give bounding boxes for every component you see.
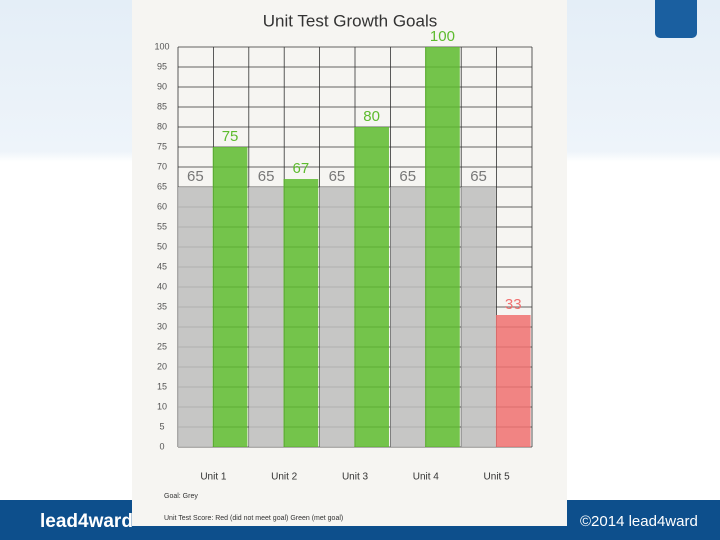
y-tick-label: 100 (154, 41, 169, 51)
y-tick-label: 50 (157, 241, 167, 251)
y-tick-label: 5 (159, 421, 164, 431)
y-tick-label: 70 (157, 161, 167, 171)
bar (283, 179, 319, 447)
legend-entry: Goal: Grey (164, 493, 198, 500)
bar (461, 187, 496, 447)
y-tick-label: 95 (157, 61, 167, 71)
y-tick-label: 15 (157, 381, 167, 391)
bar (319, 187, 355, 447)
y-tick-label: 20 (157, 361, 167, 371)
data-label: 65 (329, 168, 346, 185)
data-label: 65 (258, 168, 275, 185)
x-tick-label: Unit 3 (342, 472, 369, 483)
data-label: 65 (470, 168, 487, 185)
y-tick-label: 10 (157, 401, 167, 411)
data-label: 80 (363, 108, 380, 125)
data-label: 100 (430, 28, 455, 45)
data-label: 75 (222, 128, 239, 145)
chart-title: Unit Test Growth Goals (263, 11, 437, 30)
y-tick-label: 65 (157, 181, 167, 191)
bar (425, 47, 460, 447)
y-tick-label: 90 (157, 81, 167, 91)
x-tick-label: Unit 4 (413, 472, 440, 483)
bar (495, 315, 531, 447)
y-tick-label: 30 (157, 321, 167, 331)
x-tick-label: Unit 2 (271, 472, 298, 483)
y-tick-label: 55 (157, 221, 167, 231)
y-tick-label: 35 (157, 301, 167, 311)
bar (248, 187, 284, 447)
y-tick-label: 85 (157, 101, 167, 111)
y-tick-label: 60 (157, 201, 167, 211)
bar (354, 127, 389, 447)
corner-tab (655, 0, 697, 38)
bar (178, 187, 213, 447)
x-tick-label: Unit 5 (484, 472, 511, 483)
footer-copyright: ©2014 lead4ward (580, 513, 698, 530)
x-tick-label: Unit 1 (200, 472, 227, 483)
bar (390, 187, 426, 447)
data-label: 33 (505, 296, 522, 313)
footer-logo: lead4ward (40, 511, 133, 532)
y-tick-label: 40 (157, 281, 167, 291)
y-tick-label: 45 (157, 261, 167, 271)
data-label: 65 (187, 168, 204, 185)
y-tick-label: 75 (157, 141, 167, 151)
bar (212, 147, 248, 447)
y-tick-label: 80 (157, 121, 167, 131)
data-label: 67 (292, 160, 309, 177)
data-label: 65 (399, 168, 416, 185)
y-tick-label: 0 (159, 441, 164, 451)
legend-entry: Unit Test Score: Red (did not meet goal)… (164, 515, 343, 522)
y-tick-label: 25 (157, 341, 167, 351)
